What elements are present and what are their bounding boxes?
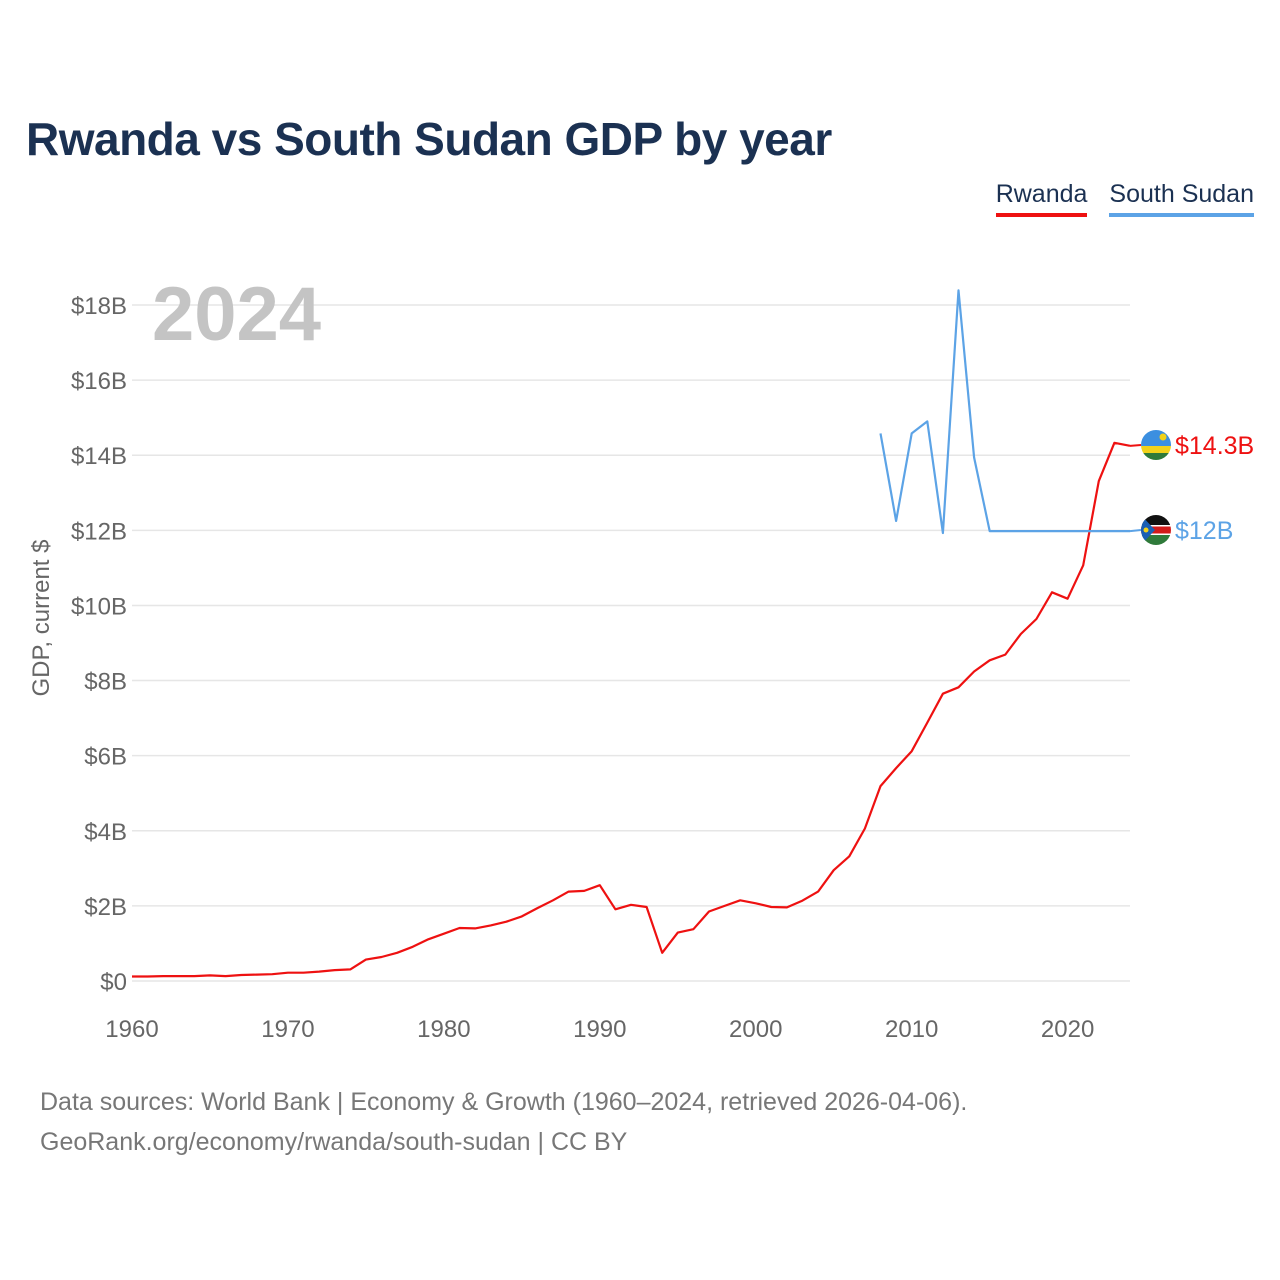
x-axis-ticks: 1960 1970 1980 1990 2000 2010 2020 (105, 1016, 1094, 1043)
end-value-label: $14.3B (1175, 432, 1254, 460)
x-tick-label: 1990 (573, 1016, 626, 1043)
y-tick-label: $16B (71, 368, 127, 395)
source-line-2[interactable]: GeoRank.org/economy/rwanda/south-sudan |… (40, 1128, 628, 1156)
y-axis-ticks: $0 $2B $4B $6B $8B $10B $12B $14B $16B $18B (71, 293, 127, 996)
series-lines (132, 289, 1131, 978)
end-markers: $14.3B $12B (1129, 432, 1254, 545)
end-value-label: $12B (1175, 517, 1233, 545)
y-tick-label: $4B (84, 819, 127, 846)
y-tick-label: $10B (71, 593, 127, 620)
y-tick-label: $12B (71, 518, 127, 545)
series-line-rwanda[interactable] (132, 441, 1131, 978)
rwanda-flag-icon (1141, 430, 1171, 460)
legend-item-south-sudan[interactable]: South Sudan (1109, 180, 1254, 217)
source-note: Data sources: World Bank | Economy & Gro… (40, 1082, 967, 1162)
legend-item-rwanda[interactable]: Rwanda (995, 180, 1088, 217)
end-connector (1129, 444, 1142, 447)
x-tick-label: 2000 (729, 1016, 782, 1043)
year-watermark: 2024 (152, 272, 321, 357)
y-tick-label: $14B (71, 443, 127, 470)
south-sudan-flag-icon (1141, 515, 1171, 545)
y-tick-label: $0 (100, 969, 127, 996)
y-tick-label: $6B (84, 744, 127, 771)
x-tick-label: 1970 (261, 1016, 314, 1043)
legend: Rwanda South Sudan (995, 180, 1254, 217)
series-line-south-sudan[interactable] (879, 289, 1131, 535)
y-tick-label: $18B (71, 293, 127, 320)
grid-lines (132, 304, 1130, 982)
x-tick-label: 1960 (105, 1016, 158, 1043)
chart-title: Rwanda vs South Sudan GDP by year (26, 113, 832, 165)
y-tick-label: $8B (84, 669, 127, 696)
x-tick-label: 1980 (417, 1016, 470, 1043)
end-connector (1129, 529, 1142, 533)
y-tick-label: $2B (84, 894, 127, 921)
source-line-1: Data sources: World Bank | Economy & Gro… (40, 1088, 968, 1116)
x-tick-label: 2020 (1041, 1016, 1094, 1043)
x-tick-label: 2010 (885, 1016, 938, 1043)
